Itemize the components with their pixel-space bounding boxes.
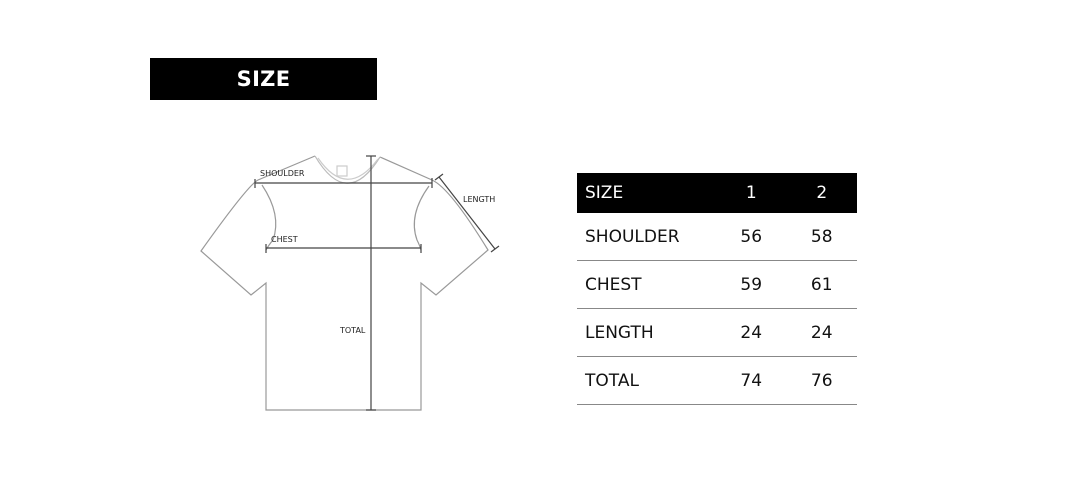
cell: 59: [716, 260, 787, 309]
header-size: SIZE: [577, 173, 716, 213]
size-table: SIZE 1 2 SHOULDER 56 58 CHEST 59 61 LENG…: [577, 173, 857, 405]
cell: 74: [716, 356, 787, 405]
tshirt-outline: [200, 155, 489, 411]
header-size-2: 2: [786, 173, 857, 213]
table-header: SIZE 1 2: [577, 173, 857, 213]
table-row: LENGTH 24 24: [577, 308, 857, 357]
table-row: CHEST 59 61: [577, 260, 857, 309]
cell: 24: [786, 308, 857, 357]
cell: 56: [716, 213, 787, 261]
chest-label: CHEST: [271, 235, 298, 244]
cell: 76: [786, 356, 857, 405]
total-label: TOTAL: [340, 326, 366, 335]
row-label: LENGTH: [577, 308, 716, 357]
cell: 58: [786, 213, 857, 261]
row-label: TOTAL: [577, 356, 716, 405]
table-row: TOTAL 74 76: [577, 356, 857, 405]
measurement-lines: [254, 155, 500, 411]
row-label: SHOULDER: [577, 213, 716, 261]
cell: 61: [786, 260, 857, 309]
row-label: CHEST: [577, 260, 716, 309]
length-line: [438, 176, 496, 250]
section-title: SIZE INFORMATION: [150, 58, 377, 133]
header-size-1: 1: [716, 173, 787, 213]
table-row: SHOULDER 56 58: [577, 213, 857, 261]
length-label: LENGTH: [463, 195, 496, 204]
cell: 24: [716, 308, 787, 357]
shoulder-label: SHOULDER: [260, 169, 305, 178]
